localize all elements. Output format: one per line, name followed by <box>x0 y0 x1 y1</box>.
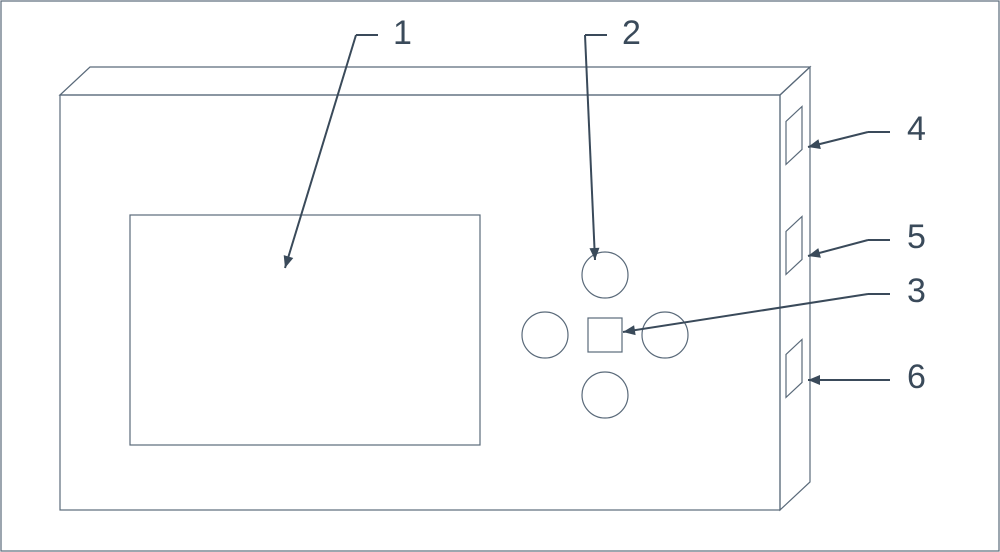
callout-label-3: 3 <box>907 272 926 310</box>
callout-label-2: 2 <box>622 14 641 52</box>
callout-label-4: 4 <box>907 110 926 148</box>
callout-label-1: 1 <box>393 14 412 52</box>
diagram-svg: 1 2 3 4 5 6 <box>0 0 1000 552</box>
canvas-bg <box>0 0 1000 552</box>
callout-label-5: 5 <box>907 218 926 256</box>
callout-label-6: 6 <box>907 358 926 396</box>
